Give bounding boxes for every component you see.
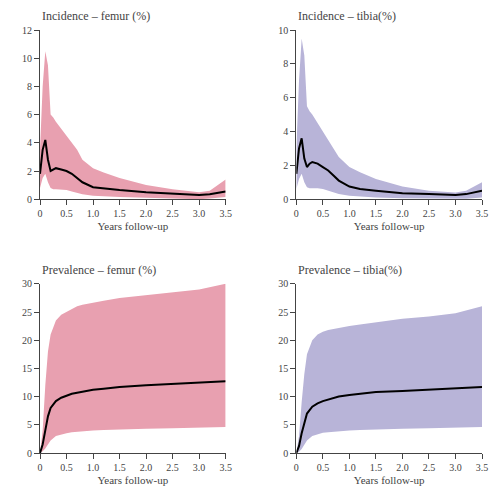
svg-text:3.0: 3.0 [193,208,206,219]
svg-text:0: 0 [294,208,299,219]
svg-text:1.5: 1.5 [370,208,383,219]
svg-text:2: 2 [27,166,32,177]
svg-text:0: 0 [38,462,43,473]
svg-text:4: 4 [27,137,32,148]
svg-text:10: 10 [278,391,288,402]
svg-text:0: 0 [27,194,32,205]
svg-text:Years follow-up: Years follow-up [354,220,425,232]
svg-text:3.0: 3.0 [193,462,206,473]
svg-text:2: 2 [283,160,288,171]
svg-text:2.5: 2.5 [423,462,436,473]
svg-text:30: 30 [278,278,288,289]
svg-text:3.0: 3.0 [449,462,462,473]
svg-text:10: 10 [278,25,288,36]
svg-text:0: 0 [27,448,32,459]
svg-text:20: 20 [22,335,32,346]
svg-text:4: 4 [283,126,288,137]
svg-text:Years follow-up: Years follow-up [354,474,425,486]
svg-text:1.5: 1.5 [113,208,126,219]
svg-text:0: 0 [38,208,43,219]
svg-text:1.0: 1.0 [343,462,356,473]
svg-text:1.5: 1.5 [113,462,126,473]
svg-text:0.5: 0.5 [317,208,330,219]
svg-text:0: 0 [294,462,299,473]
svg-text:2.0: 2.0 [396,208,409,219]
svg-text:2.0: 2.0 [396,462,409,473]
svg-text:1.0: 1.0 [343,208,356,219]
svg-text:2.5: 2.5 [166,208,179,219]
svg-text:10: 10 [22,391,32,402]
svg-text:6: 6 [283,92,288,103]
svg-text:30: 30 [22,278,32,289]
svg-text:0.5: 0.5 [317,462,330,473]
svg-text:3.5: 3.5 [219,462,232,473]
svg-text:Prevalence – femur (%): Prevalence – femur (%) [42,263,156,277]
svg-text:Years follow-up: Years follow-up [97,220,168,232]
svg-text:2.0: 2.0 [140,462,153,473]
svg-text:15: 15 [278,363,288,374]
svg-text:15: 15 [22,363,32,374]
svg-text:2.5: 2.5 [423,208,436,219]
svg-text:5: 5 [283,419,288,430]
svg-text:Incidence – femur (%): Incidence – femur (%) [42,9,150,23]
svg-text:3.5: 3.5 [476,462,489,473]
svg-text:12: 12 [22,25,32,36]
svg-text:8: 8 [283,58,288,69]
svg-text:1.5: 1.5 [370,462,383,473]
svg-text:Prevalence – tibia(%): Prevalence – tibia(%) [298,263,402,277]
svg-text:0: 0 [283,448,288,459]
svg-text:5: 5 [27,419,32,430]
svg-text:0.5: 0.5 [60,462,73,473]
svg-text:2.5: 2.5 [166,462,179,473]
svg-text:3.5: 3.5 [219,208,232,219]
svg-text:8: 8 [27,81,32,92]
svg-text:10: 10 [22,53,32,64]
svg-text:25: 25 [22,307,32,318]
svg-text:6: 6 [27,109,32,120]
svg-text:25: 25 [278,307,288,318]
svg-text:3.0: 3.0 [449,208,462,219]
svg-text:Years follow-up: Years follow-up [97,474,168,486]
svg-text:0.5: 0.5 [60,208,73,219]
svg-text:1.0: 1.0 [87,208,100,219]
svg-text:Incidence – tibia(%): Incidence – tibia(%) [298,9,396,23]
svg-text:20: 20 [278,335,288,346]
svg-text:2.0: 2.0 [140,208,153,219]
svg-text:1.0: 1.0 [87,462,100,473]
svg-text:3.5: 3.5 [476,208,489,219]
svg-text:0: 0 [283,194,288,205]
